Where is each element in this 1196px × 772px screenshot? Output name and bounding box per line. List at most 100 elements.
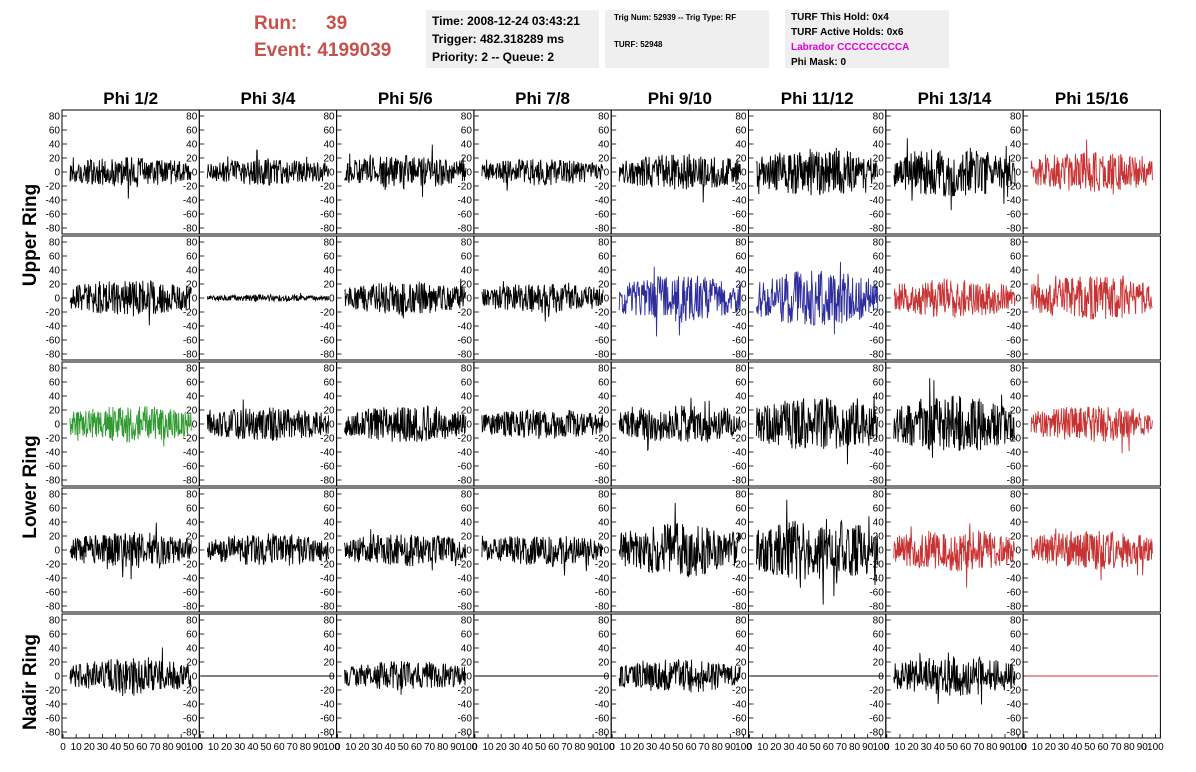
y-tick-label: -60 xyxy=(1007,336,1022,347)
waveform-trace xyxy=(206,533,330,566)
y-tick-label: -60 xyxy=(1007,588,1022,599)
y-tick-label: 0 xyxy=(329,420,335,431)
x-tick-label: 60 xyxy=(685,742,697,753)
y-tick-label: -20 xyxy=(595,434,610,445)
y-tick-label: 0 xyxy=(604,168,610,179)
x-tick-label: 100 xyxy=(186,742,203,753)
x-tick-label: 20 xyxy=(221,742,233,753)
y-tick-label: -60 xyxy=(320,714,335,725)
y-tick-label: 0 xyxy=(466,672,472,683)
y-tick-label: 60 xyxy=(323,252,335,263)
y-tick-label: -40 xyxy=(457,448,472,459)
y-tick-label: 80 xyxy=(598,112,610,123)
y-tick-label: -20 xyxy=(320,686,335,697)
y-tick-label: 40 xyxy=(186,392,198,403)
y-tick-label: 40 xyxy=(1010,266,1022,277)
y-tick-label: 40 xyxy=(49,266,61,277)
x-tick-label: 100 xyxy=(735,742,752,753)
y-tick-label: 60 xyxy=(323,126,335,137)
event-value: 4199039 xyxy=(317,40,392,61)
phi-mask-text: Phi Mask: 0 xyxy=(791,57,847,68)
x-tick-label: 60 xyxy=(823,742,835,753)
y-tick-label: 0 xyxy=(329,672,335,683)
waveform-trace xyxy=(1030,528,1153,581)
x-tick-label: 90 xyxy=(725,742,737,753)
x-tick-label: 90 xyxy=(588,742,600,753)
x-tick-label: 100 xyxy=(1010,742,1027,753)
y-tick-label: 0 xyxy=(54,672,60,683)
y-tick-label: 0 xyxy=(878,672,884,683)
x-tick-label: 10 xyxy=(757,742,769,753)
y-tick-label: -40 xyxy=(183,448,198,459)
x-tick-label: 10 xyxy=(620,742,632,753)
x-tick-label: 70 xyxy=(1110,742,1122,753)
y-tick-label: -40 xyxy=(595,448,610,459)
y-tick-label: -40 xyxy=(183,574,198,585)
y-tick-label: 20 xyxy=(598,280,610,291)
y-tick-label: -60 xyxy=(595,462,610,473)
y-tick-label: 40 xyxy=(598,140,610,151)
x-tick-label: 60 xyxy=(274,742,286,753)
turf-text: TURF: 52948 xyxy=(614,40,663,49)
y-tick-label: 40 xyxy=(461,140,473,151)
x-tick-label: 10 xyxy=(1032,742,1044,753)
x-tick-label: 70 xyxy=(424,742,436,753)
y-tick-label: 80 xyxy=(323,490,335,501)
x-tick-label: 70 xyxy=(836,742,848,753)
x-tick-label: 80 xyxy=(986,742,998,753)
y-tick-label: -40 xyxy=(183,700,198,711)
y-tick-label: -60 xyxy=(869,462,884,473)
waveform-trace xyxy=(69,647,192,697)
y-tick-label: 80 xyxy=(49,364,61,375)
trigger-info-box: Trig Num: 52939 -- Trig Type: RF TURF: 5… xyxy=(605,10,769,68)
y-tick-label: 80 xyxy=(735,238,747,249)
y-tick-label: -80 xyxy=(46,602,61,613)
y-tick-label: 40 xyxy=(186,644,198,655)
y-tick-label: 0 xyxy=(741,294,747,305)
x-tick-label: 20 xyxy=(1045,742,1057,753)
y-tick-label: 60 xyxy=(598,252,610,263)
x-tick-label: 60 xyxy=(136,742,148,753)
y-tick-label: 60 xyxy=(873,504,885,515)
y-tick-label: 80 xyxy=(461,112,473,123)
x-tick-label: 0 xyxy=(747,742,753,753)
x-tick-label: 100 xyxy=(598,742,615,753)
y-tick-label: 60 xyxy=(323,378,335,389)
y-tick-label: 0 xyxy=(604,546,610,557)
y-tick-label: -40 xyxy=(732,322,747,333)
y-tick-label: -40 xyxy=(869,196,884,207)
y-tick-label: 60 xyxy=(49,630,61,641)
y-tick-label: -80 xyxy=(46,224,61,235)
x-tick-label: 60 xyxy=(411,742,423,753)
x-tick-label: 0 xyxy=(335,742,341,753)
x-tick-label: 70 xyxy=(287,742,299,753)
y-tick-label: -20 xyxy=(46,560,61,571)
turf-active-holds-text: TURF Active Holds: 0x6 xyxy=(791,27,904,38)
waveform-trace xyxy=(206,293,330,303)
y-tick-label: -40 xyxy=(1007,448,1022,459)
x-tick-label: 50 xyxy=(810,742,822,753)
y-tick-label: -40 xyxy=(320,574,335,585)
run-label: Run: xyxy=(254,13,298,34)
x-tick-label: 10 xyxy=(345,742,357,753)
waveform-trace xyxy=(893,652,1016,705)
waveform-trace xyxy=(618,397,741,451)
x-tick-label: 20 xyxy=(907,742,919,753)
y-tick-label: 60 xyxy=(598,504,610,515)
x-tick-label: 40 xyxy=(796,742,808,753)
y-tick-label: 20 xyxy=(186,154,198,165)
waveform-trace xyxy=(344,278,467,319)
x-tick-label: 90 xyxy=(862,742,874,753)
x-tick-label: 50 xyxy=(1084,742,1096,753)
x-tick-label: 80 xyxy=(574,742,586,753)
y-tick-label: 0 xyxy=(54,546,60,557)
x-tick-label: 100 xyxy=(323,742,340,753)
y-tick-label: -60 xyxy=(869,714,884,725)
y-tick-label: 80 xyxy=(1010,364,1022,375)
y-tick-label: 60 xyxy=(873,252,885,263)
y-tick-label: -20 xyxy=(869,686,884,697)
waveform-trace xyxy=(344,144,467,197)
y-tick-label: 60 xyxy=(735,252,747,263)
time-text: Time: 2008-12-24 03:43:21 xyxy=(432,14,580,28)
y-tick-label: 60 xyxy=(461,378,473,389)
